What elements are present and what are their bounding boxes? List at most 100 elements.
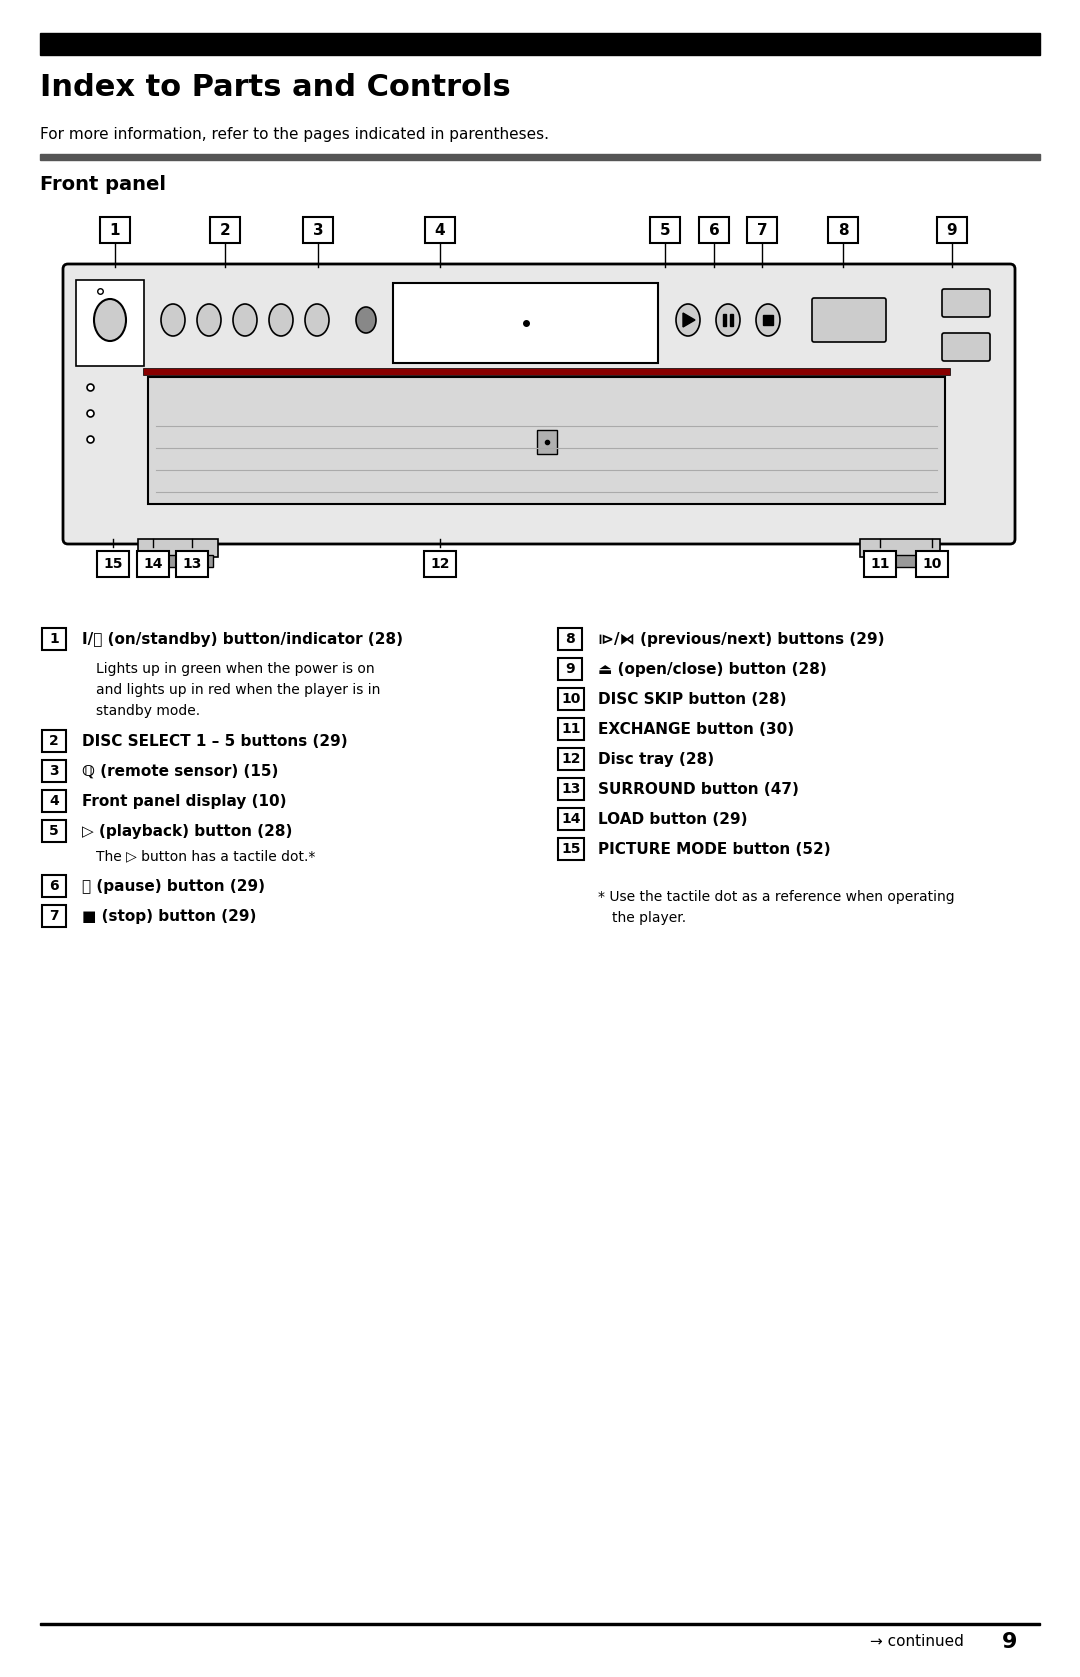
Bar bbox=[42, 729, 66, 751]
Text: standby mode.: standby mode. bbox=[96, 704, 200, 718]
Text: 3: 3 bbox=[50, 765, 58, 778]
Bar bbox=[699, 216, 729, 243]
Text: Lights up in green when the power is on: Lights up in green when the power is on bbox=[96, 662, 375, 676]
Text: Front panel display (10): Front panel display (10) bbox=[82, 793, 286, 808]
Bar bbox=[558, 688, 584, 709]
Text: 15: 15 bbox=[104, 557, 123, 570]
Bar bbox=[303, 216, 333, 243]
Text: ℚ (remote sensor) (15): ℚ (remote sensor) (15) bbox=[82, 765, 279, 780]
Text: 10: 10 bbox=[562, 693, 581, 706]
Bar bbox=[864, 552, 896, 577]
Bar bbox=[42, 820, 66, 842]
Text: 12: 12 bbox=[562, 751, 581, 766]
Bar bbox=[650, 216, 680, 243]
Bar bbox=[42, 760, 66, 781]
Bar bbox=[828, 216, 858, 243]
Bar bbox=[143, 367, 950, 376]
Ellipse shape bbox=[305, 304, 329, 335]
Text: LOAD button (29): LOAD button (29) bbox=[598, 812, 747, 827]
Text: DISC SELECT 1 – 5 buttons (29): DISC SELECT 1 – 5 buttons (29) bbox=[82, 735, 348, 750]
Bar bbox=[42, 627, 66, 651]
Text: 15: 15 bbox=[562, 842, 581, 855]
Text: 10: 10 bbox=[922, 557, 942, 570]
Bar bbox=[723, 314, 726, 325]
Bar bbox=[176, 552, 208, 577]
Text: 7: 7 bbox=[50, 909, 58, 922]
Bar bbox=[138, 538, 218, 557]
Ellipse shape bbox=[233, 304, 257, 335]
Text: and lights up in red when the player is in: and lights up in red when the player is … bbox=[96, 683, 380, 698]
Bar bbox=[100, 216, 130, 243]
Text: 4: 4 bbox=[49, 793, 59, 808]
Text: Front panel: Front panel bbox=[40, 174, 166, 195]
FancyBboxPatch shape bbox=[63, 263, 1015, 543]
Bar bbox=[393, 283, 658, 362]
Text: 13: 13 bbox=[183, 557, 202, 570]
Text: ▷ (playback) button (28): ▷ (playback) button (28) bbox=[82, 823, 293, 838]
Bar bbox=[860, 538, 940, 557]
Ellipse shape bbox=[716, 304, 740, 335]
Text: ■ (stop) button (29): ■ (stop) button (29) bbox=[82, 909, 256, 924]
Ellipse shape bbox=[161, 304, 185, 335]
Bar bbox=[730, 314, 733, 325]
Bar bbox=[865, 555, 935, 567]
Bar bbox=[558, 718, 584, 740]
Bar bbox=[558, 627, 582, 651]
Bar bbox=[762, 315, 773, 325]
Polygon shape bbox=[683, 314, 696, 327]
Bar bbox=[76, 280, 144, 366]
Text: ⏸ (pause) button (29): ⏸ (pause) button (29) bbox=[82, 879, 265, 894]
Text: The ▷ button has a tactile dot.*: The ▷ button has a tactile dot.* bbox=[96, 849, 315, 864]
Bar bbox=[558, 778, 584, 800]
Bar bbox=[137, 552, 168, 577]
Text: EXCHANGE button (30): EXCHANGE button (30) bbox=[598, 723, 794, 736]
Bar bbox=[97, 552, 129, 577]
Bar bbox=[558, 657, 582, 679]
Bar bbox=[210, 216, 240, 243]
Text: 4: 4 bbox=[434, 223, 445, 238]
Bar bbox=[40, 154, 1040, 159]
Bar bbox=[40, 1623, 1040, 1625]
FancyBboxPatch shape bbox=[812, 299, 886, 342]
Text: Index to Parts and Controls: Index to Parts and Controls bbox=[40, 74, 511, 102]
Text: 8: 8 bbox=[565, 632, 575, 646]
Bar bbox=[558, 808, 584, 830]
Ellipse shape bbox=[197, 304, 221, 335]
FancyBboxPatch shape bbox=[942, 288, 990, 317]
Text: 11: 11 bbox=[870, 557, 890, 570]
Text: For more information, refer to the pages indicated in parentheses.: For more information, refer to the pages… bbox=[40, 127, 549, 143]
Bar bbox=[747, 216, 777, 243]
Text: ⧐/⧑ (previous/next) buttons (29): ⧐/⧑ (previous/next) buttons (29) bbox=[598, 632, 885, 647]
Text: SURROUND button (47): SURROUND button (47) bbox=[598, 781, 799, 797]
Bar bbox=[42, 906, 66, 927]
Bar bbox=[40, 34, 1040, 55]
Text: 9: 9 bbox=[1002, 1632, 1017, 1652]
Text: 5: 5 bbox=[660, 223, 671, 238]
Text: Disc tray (28): Disc tray (28) bbox=[598, 751, 714, 766]
Ellipse shape bbox=[356, 307, 376, 334]
Text: 1: 1 bbox=[49, 632, 59, 646]
Text: 14: 14 bbox=[144, 557, 163, 570]
Bar bbox=[42, 790, 66, 812]
Bar bbox=[143, 555, 213, 567]
Text: 8: 8 bbox=[838, 223, 848, 238]
Text: 11: 11 bbox=[562, 723, 581, 736]
Text: 6: 6 bbox=[50, 879, 58, 892]
Ellipse shape bbox=[94, 299, 126, 340]
Text: * Use the tactile dot as a reference when operating: * Use the tactile dot as a reference whe… bbox=[598, 890, 955, 904]
Bar bbox=[148, 377, 945, 505]
Ellipse shape bbox=[756, 304, 780, 335]
Bar bbox=[937, 216, 967, 243]
Text: 5: 5 bbox=[49, 823, 59, 838]
Text: 14: 14 bbox=[562, 812, 581, 827]
Bar bbox=[426, 216, 455, 243]
Text: 2: 2 bbox=[49, 735, 59, 748]
Text: 2: 2 bbox=[219, 223, 230, 238]
Text: I/⏻ (on/standby) button/indicator (28): I/⏻ (on/standby) button/indicator (28) bbox=[82, 632, 403, 647]
Bar bbox=[42, 875, 66, 897]
Text: ⏏ (open/close) button (28): ⏏ (open/close) button (28) bbox=[598, 662, 827, 678]
Bar bbox=[537, 429, 556, 453]
Text: 13: 13 bbox=[562, 781, 581, 797]
Text: PICTURE MODE button (52): PICTURE MODE button (52) bbox=[598, 842, 831, 857]
FancyBboxPatch shape bbox=[942, 334, 990, 361]
